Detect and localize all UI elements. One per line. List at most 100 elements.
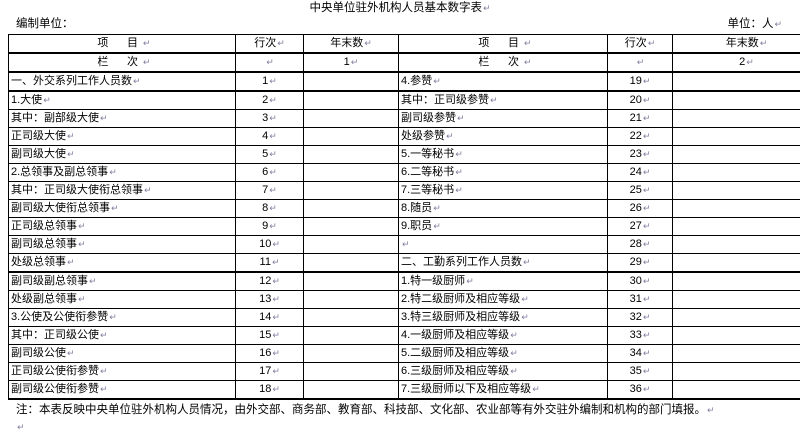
pilcrow-mark: ↵ [642, 131, 651, 141]
row-lineno-left-text: 5 [262, 148, 269, 160]
row-label-right: 5.一等秘书↵ [398, 145, 608, 164]
row-lineno-right: 29↵ [607, 253, 673, 273]
pilcrow-mark: ↵ [642, 221, 651, 231]
row-label-right-text: 6.三级厨师及相应等级 [401, 365, 510, 377]
row-yearend-right[interactable] [672, 90, 800, 110]
row-lineno-left: 16↵ [235, 344, 304, 363]
row-yearend-right[interactable] [672, 271, 800, 291]
pilcrow-mark: ↵ [642, 185, 651, 195]
row-lineno-right: 23↵ [607, 145, 673, 164]
pilcrow-mark: ↵ [510, 348, 518, 358]
row-yearend-left[interactable] [303, 217, 399, 236]
pilcrow-mark: ↵ [490, 95, 498, 105]
row-label-right: 3.特三级厨师及相应等级↵ [398, 308, 608, 327]
pilcrow-mark: ↵ [67, 149, 75, 159]
row-yearend-left[interactable] [303, 326, 399, 345]
row-lineno-right-text: 19 [629, 75, 642, 87]
pilcrow-mark: ↵ [109, 167, 117, 177]
row-lineno-right: 25↵ [607, 181, 673, 200]
row-yearend-left[interactable] [303, 71, 399, 92]
row-yearend-left[interactable] [303, 199, 399, 218]
column-index-lineno-left[interactable]: ↵ [235, 52, 304, 73]
pilcrow-mark: ↵ [78, 294, 86, 304]
row-label-right-text: 副司级参赞 [401, 112, 456, 124]
row-yearend-right[interactable] [672, 362, 800, 381]
row-yearend-left[interactable] [303, 362, 399, 381]
row-yearend-right[interactable] [672, 253, 800, 273]
row-lineno-left: 13↵ [235, 290, 304, 309]
row-lineno-left-text: 1 [262, 75, 269, 87]
row-yearend-left[interactable] [303, 127, 399, 146]
row-yearend-right[interactable] [672, 109, 800, 128]
row-label-left-text: 一、外交系列工作人员数 [11, 75, 132, 87]
row-yearend-right[interactable] [672, 217, 800, 236]
row-yearend-left[interactable] [303, 90, 399, 110]
row-yearend-left[interactable] [303, 253, 399, 273]
row-label-right: 6.三级厨师及相应等级↵ [398, 362, 608, 381]
row-label-left: 处级副总领事↵ [8, 290, 236, 309]
row-lineno-left: 6↵ [235, 163, 304, 182]
row-yearend-left[interactable] [303, 271, 399, 291]
row-yearend-right[interactable] [672, 308, 800, 327]
row-lineno-left: 17↵ [235, 362, 304, 381]
row-yearend-right[interactable] [672, 326, 800, 345]
row-lineno-right-text: 35 [629, 365, 642, 377]
row-yearend-left[interactable] [303, 181, 399, 200]
pilcrow-mark: ↵ [523, 57, 532, 67]
table-row: 副司级总领事↵ 10↵ ↵ 28↵ [8, 235, 800, 254]
row-lineno-right-text: 24 [629, 166, 642, 178]
row-yearend-right[interactable] [672, 127, 800, 146]
pilcrow-mark: ↵ [510, 330, 518, 340]
row-yearend-right[interactable] [672, 145, 800, 164]
row-lineno-right: 30↵ [607, 271, 673, 291]
row-label-right: ↵ [398, 235, 608, 254]
pilcrow-mark: ↵ [100, 113, 108, 123]
row-lineno-left-text: 18 [259, 383, 272, 395]
pilcrow-mark: ↵ [482, 3, 491, 13]
row-yearend-left[interactable] [303, 109, 399, 128]
subheader: 编制单位： 单位：人↵ [8, 15, 792, 34]
column-index-yearend-left[interactable]: 1↵ [303, 52, 399, 73]
row-yearend-right[interactable] [672, 235, 800, 254]
row-label-right-text: 3.特三级厨师及相应等级 [401, 311, 521, 323]
row-lineno-right: 31↵ [607, 290, 673, 309]
row-yearend-right[interactable] [672, 71, 800, 92]
row-lineno-left-text: 17 [259, 365, 272, 377]
row-yearend-right[interactable] [672, 290, 800, 309]
pilcrow-mark: ↵ [144, 185, 152, 195]
header-yearend-left: 年末数↵ [303, 34, 399, 54]
row-lineno-left: 2↵ [235, 90, 304, 110]
row-lineno-left-text: 6 [262, 166, 269, 178]
table-row: 正司级大使↵ 4↵ 处级参赞↵ 22↵ [8, 127, 800, 146]
table-row: 2.总领事及副总领事↵ 6↵ 6.二等秘书↵ 24↵ [8, 163, 800, 182]
row-yearend-right[interactable] [672, 380, 800, 400]
column-index-lineno-right[interactable]: ↵ [607, 52, 673, 73]
row-yearend-left[interactable] [303, 380, 399, 400]
row-yearend-left[interactable] [303, 308, 399, 327]
row-yearend-left[interactable] [303, 290, 399, 309]
table-row: 处级副总领事↵ 13↵ 2.特二级厨师及相应等级↵ 31↵ [8, 290, 800, 309]
row-label-left: 副司级大使↵ [8, 145, 236, 164]
row-yearend-left[interactable] [303, 344, 399, 363]
row-yearend-left[interactable] [303, 145, 399, 164]
row-yearend-right[interactable] [672, 181, 800, 200]
pilcrow-mark: ↵ [272, 366, 280, 376]
row-yearend-left[interactable] [303, 163, 399, 182]
row-yearend-right[interactable] [672, 344, 800, 363]
row-yearend-right[interactable] [672, 163, 800, 182]
row-label-left-text: 其中：副部级大使 [11, 112, 99, 124]
row-label-right: 7.三级厨师以下及相应等级↵ [398, 380, 608, 400]
row-yearend-right[interactable] [672, 199, 800, 218]
row-yearend-left[interactable] [303, 235, 399, 254]
table-row: 一、外交系列工作人员数↵ 1↵ 4.参赞↵ 19↵ [8, 71, 800, 92]
column-index-yearend-right[interactable]: 2↵ [672, 52, 800, 73]
row-label-left-text: 正司级公使衔参赞 [11, 365, 99, 377]
row-lineno-right-text: 28 [629, 238, 642, 250]
row-lineno-right-text: 36 [629, 383, 642, 395]
row-lineno-right: 21↵ [607, 109, 673, 128]
table-row: 副司级公使↵ 16↵ 5.二级厨师及相应等级↵ 34↵ [8, 344, 800, 363]
pilcrow-mark: ↵ [269, 203, 277, 213]
row-lineno-right-text: 27 [629, 220, 642, 232]
table-row: 3.公使及公使衔参赞↵ 14↵ 3.特三级厨师及相应等级↵ 32↵ [8, 308, 800, 327]
row-label-left: 其中：副部级大使↵ [8, 109, 236, 128]
